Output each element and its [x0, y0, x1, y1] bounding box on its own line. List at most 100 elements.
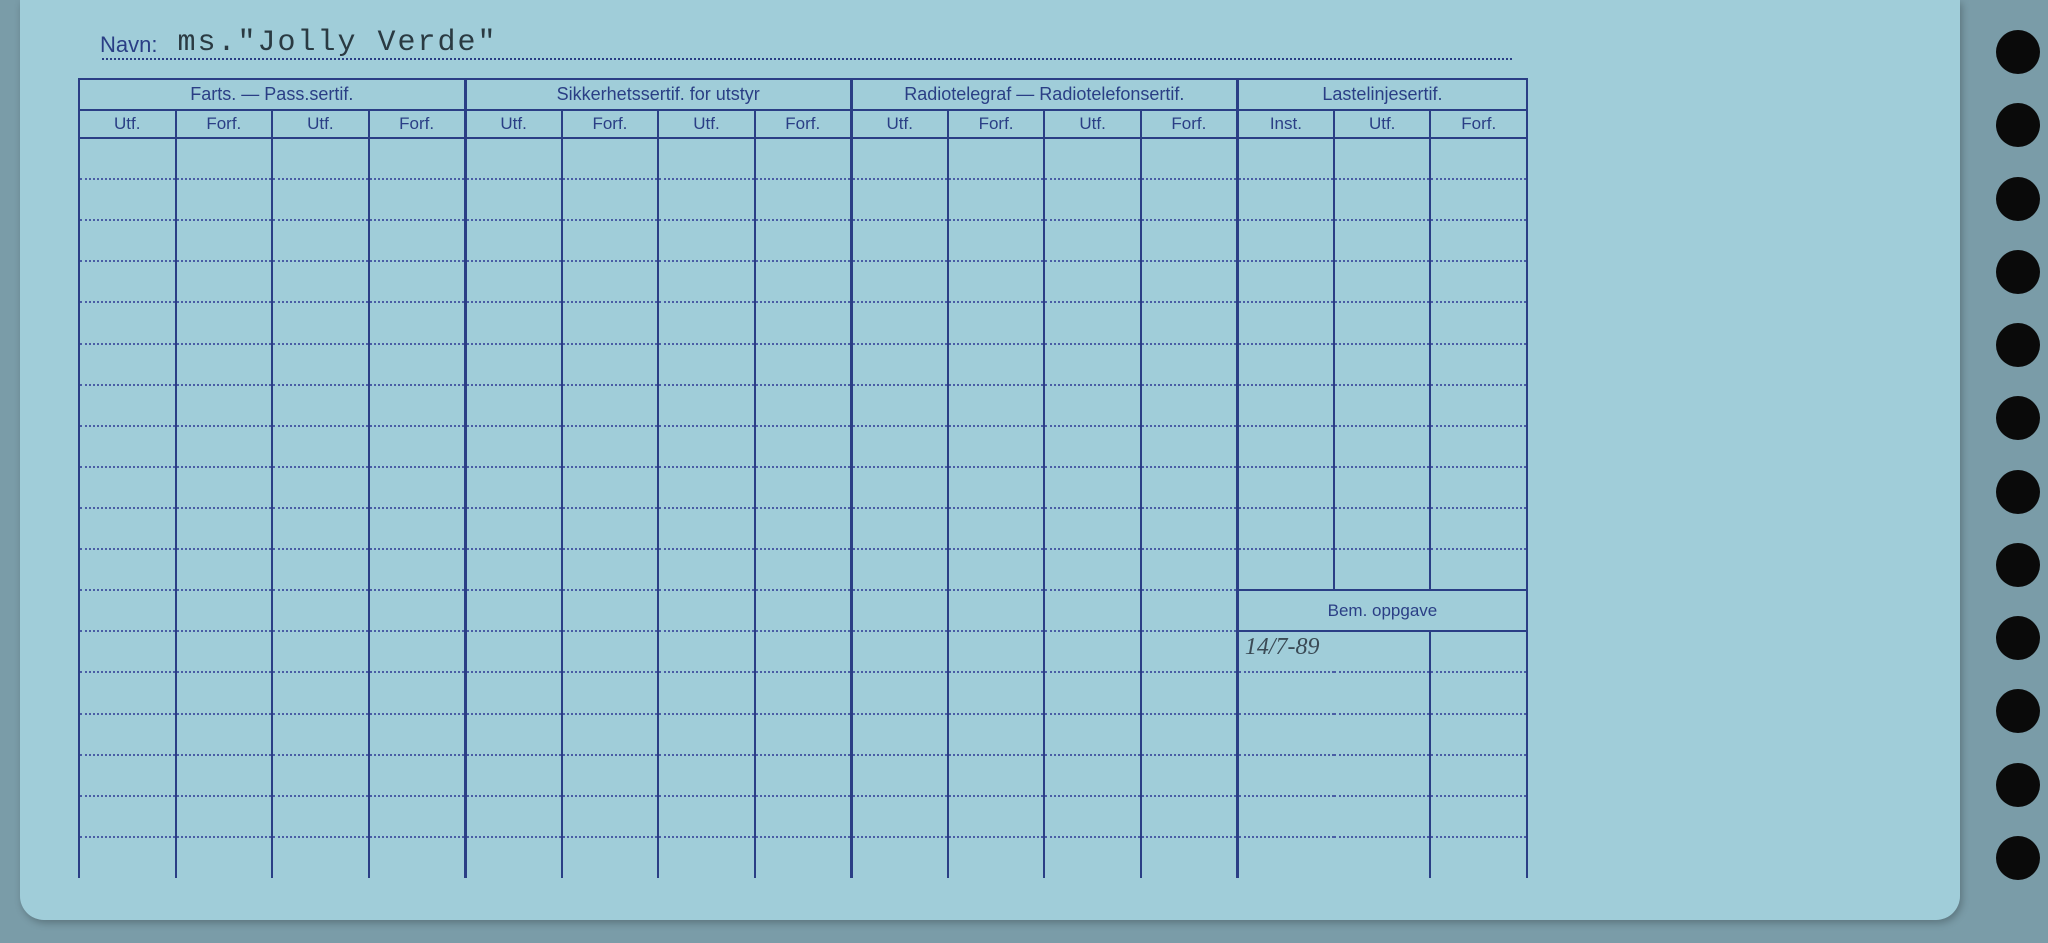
sub-header: Utf. — [851, 110, 948, 138]
cell — [272, 631, 369, 672]
cell — [1237, 385, 1334, 426]
punch-hole — [1996, 470, 2040, 514]
cell — [1141, 672, 1238, 713]
cell — [658, 344, 755, 385]
cell — [562, 755, 659, 796]
cell — [755, 714, 852, 755]
cell — [948, 590, 1045, 631]
punch-hole — [1996, 616, 2040, 660]
cell — [1237, 344, 1334, 385]
cell — [176, 714, 273, 755]
sub-header: Forf. — [755, 110, 852, 138]
group-header: Sikkerhetssertif. for utstyr — [465, 79, 851, 110]
cell — [851, 467, 948, 508]
navn-label: Navn: — [100, 32, 157, 60]
cell — [1334, 549, 1431, 590]
table-row — [79, 261, 1527, 302]
table-body: Bem. oppgave14/7-89 — [79, 138, 1527, 878]
cell — [658, 755, 755, 796]
cell — [369, 344, 466, 385]
sub-header: Forf. — [562, 110, 659, 138]
cell — [658, 179, 755, 220]
cell — [176, 467, 273, 508]
cell — [1334, 261, 1431, 302]
cell — [369, 508, 466, 549]
cell — [465, 344, 562, 385]
cell — [948, 302, 1045, 343]
cell — [79, 672, 176, 713]
cell — [658, 631, 755, 672]
cell — [851, 138, 948, 179]
cell — [1141, 467, 1238, 508]
cell — [79, 508, 176, 549]
cell — [562, 385, 659, 426]
cell — [658, 302, 755, 343]
punch-hole — [1996, 103, 2040, 147]
navn-row: Navn: ms."Jolly Verde" — [100, 24, 1500, 60]
bem-cell-right — [1430, 837, 1527, 878]
bem-oppgave-header: Bem. oppgave — [1237, 590, 1527, 631]
cell — [465, 755, 562, 796]
cell — [369, 385, 466, 426]
cell — [272, 261, 369, 302]
cell — [176, 631, 273, 672]
cell — [79, 796, 176, 837]
cell — [658, 508, 755, 549]
cell — [948, 508, 1045, 549]
cell — [562, 549, 659, 590]
cell — [272, 467, 369, 508]
table-row — [79, 138, 1527, 179]
cell — [1044, 672, 1141, 713]
cell — [465, 426, 562, 467]
cell — [948, 631, 1045, 672]
table-row — [79, 179, 1527, 220]
cell — [562, 220, 659, 261]
cell — [1237, 467, 1334, 508]
cell — [1044, 467, 1141, 508]
cell — [755, 508, 852, 549]
table-head: Farts. — Pass.sertif.Sikkerhetssertif. f… — [79, 79, 1527, 138]
cell — [272, 837, 369, 878]
punch-hole — [1996, 30, 2040, 74]
cell — [562, 631, 659, 672]
table-row — [79, 796, 1527, 837]
cell — [465, 714, 562, 755]
cell — [1237, 261, 1334, 302]
table-row — [79, 714, 1527, 755]
cell — [1430, 220, 1527, 261]
cell — [755, 590, 852, 631]
table-row — [79, 837, 1527, 878]
cell — [1044, 796, 1141, 837]
cell — [1334, 344, 1431, 385]
punch-hole — [1996, 396, 2040, 440]
cell — [755, 837, 852, 878]
cell — [851, 385, 948, 426]
cell — [562, 467, 659, 508]
bem-cell-right — [1430, 714, 1527, 755]
cell — [948, 179, 1045, 220]
cell — [176, 220, 273, 261]
cell — [948, 385, 1045, 426]
cell — [851, 549, 948, 590]
cell — [948, 261, 1045, 302]
cell — [562, 261, 659, 302]
cell — [369, 714, 466, 755]
table-row — [79, 426, 1527, 467]
cell — [1141, 837, 1238, 878]
cell — [1430, 138, 1527, 179]
cell — [1430, 302, 1527, 343]
cell — [176, 672, 273, 713]
cell — [369, 220, 466, 261]
cell — [755, 138, 852, 179]
cell — [1237, 549, 1334, 590]
cell — [562, 302, 659, 343]
cell — [562, 426, 659, 467]
sub-header: Utf. — [79, 110, 176, 138]
cell — [176, 261, 273, 302]
bem-cell-left — [1237, 714, 1430, 755]
cell — [176, 385, 273, 426]
cell — [465, 590, 562, 631]
cell — [755, 796, 852, 837]
cell — [1430, 549, 1527, 590]
cell — [851, 179, 948, 220]
